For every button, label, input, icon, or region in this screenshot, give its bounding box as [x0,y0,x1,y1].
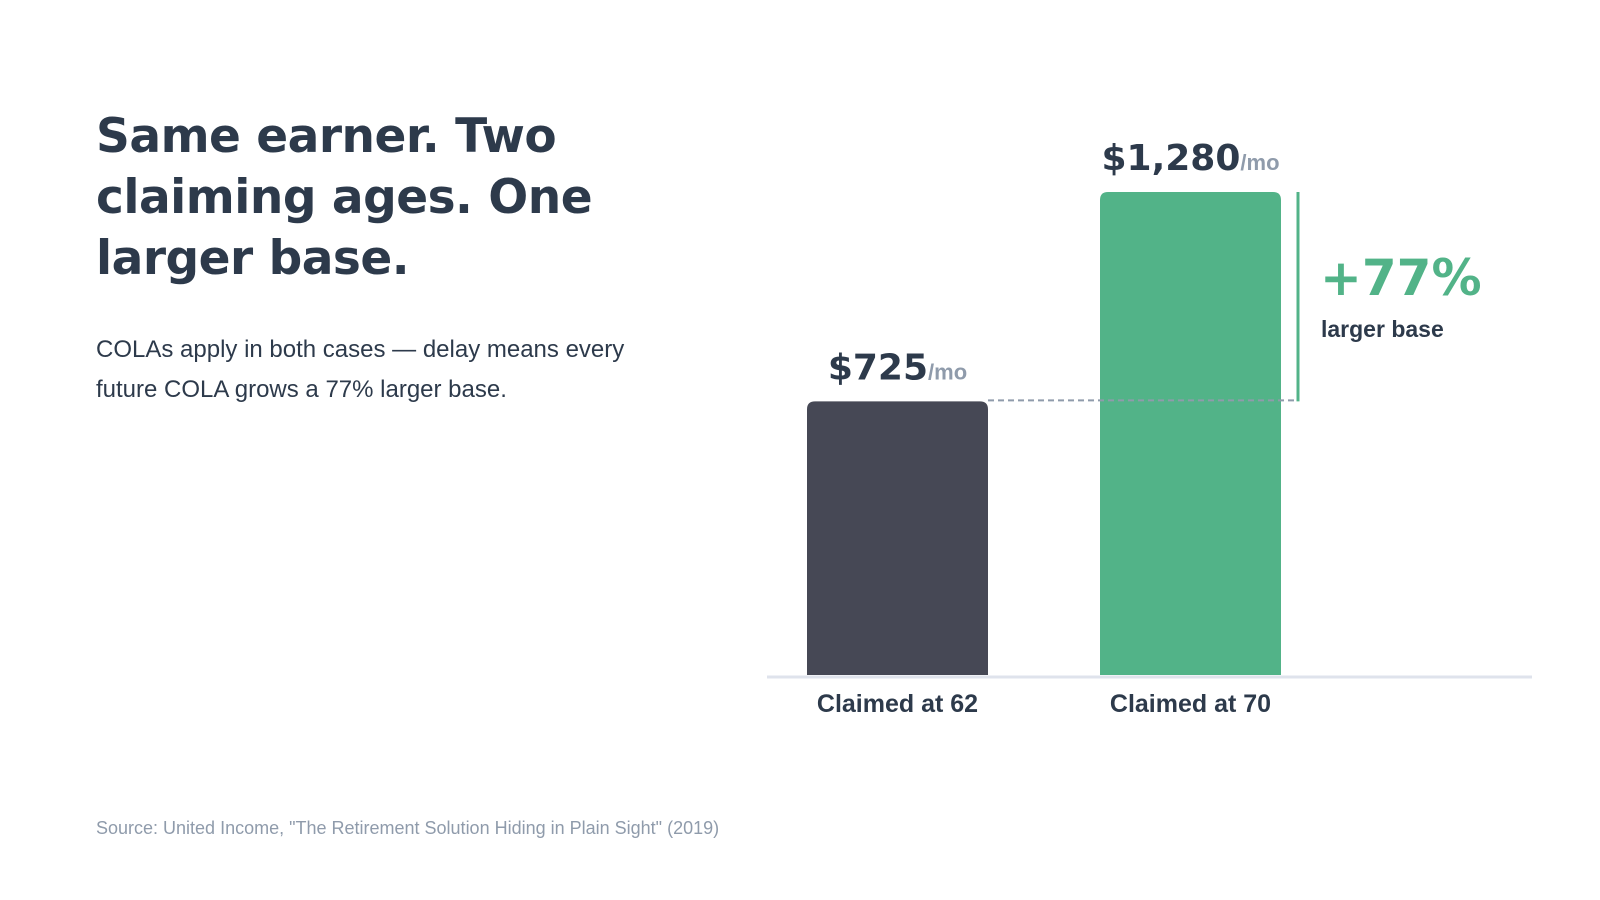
bar-claimed-62 [807,401,988,675]
category-label: Claimed at 70 [1110,690,1271,718]
source-note: Source: United Income, "The Retirement S… [96,818,720,838]
subtitle: COLAs apply in both cases — delay means … [96,336,625,403]
value-label: $725/mo [828,347,967,388]
category-label: Claimed at 62 [817,690,978,718]
headline: Same earner. Two claiming ages. One larg… [96,109,593,286]
percent-increase-label: +77% [1320,249,1482,307]
bar-claimed-70 [1100,192,1281,675]
percent-increase-caption: larger base [1321,316,1444,342]
value-label: $1,280/mo [1101,138,1279,179]
